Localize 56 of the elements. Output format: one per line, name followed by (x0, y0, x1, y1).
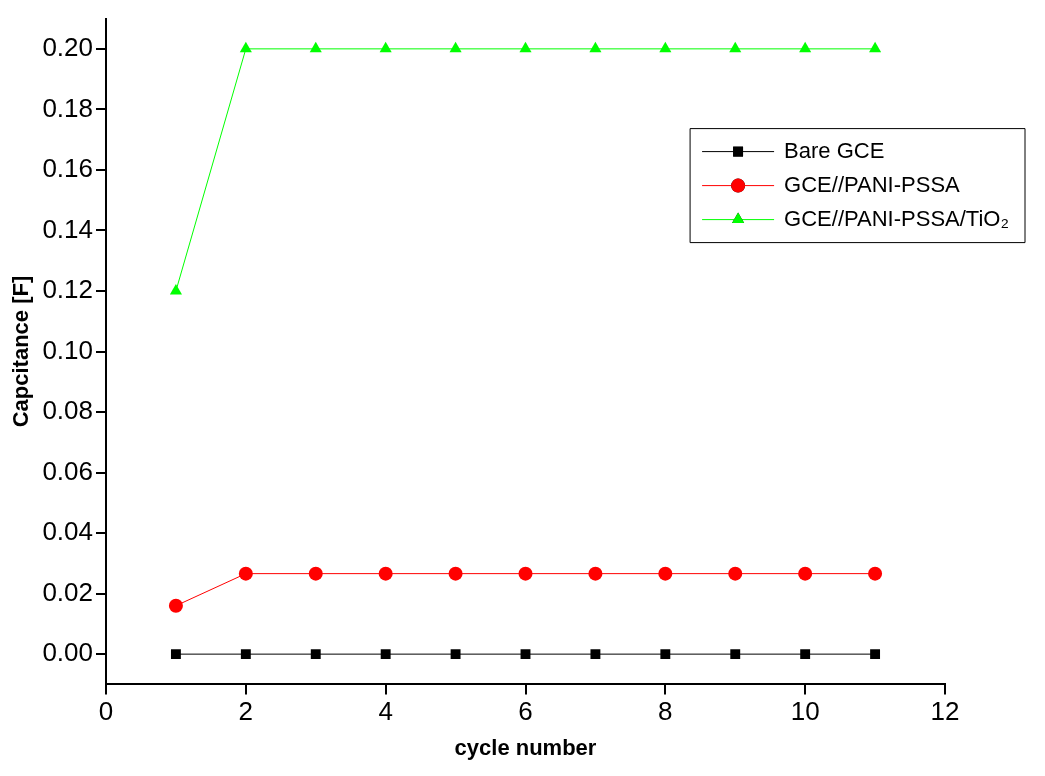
x-tick-label: 0 (98, 696, 114, 727)
legend-label: Bare GCE (784, 137, 885, 163)
point (239, 41, 252, 53)
point (309, 41, 322, 53)
y-tick-label: 0.04 (42, 516, 93, 547)
point (450, 649, 461, 660)
x-tick-label: 2 (238, 696, 254, 727)
x-tick-label: 8 (658, 696, 673, 727)
point (380, 649, 391, 660)
y-axis-title: Capcitance [F] (8, 275, 34, 428)
point (519, 41, 532, 53)
x-tick-label: 4 (378, 696, 393, 727)
point (799, 41, 812, 53)
point (310, 649, 321, 660)
point (869, 41, 882, 53)
y-tick-label: 0.18 (42, 92, 93, 123)
point (870, 649, 881, 660)
point (449, 41, 462, 53)
y-tick-label: 0.20 (42, 32, 93, 63)
point (730, 649, 741, 660)
point (238, 566, 253, 581)
point (240, 649, 251, 660)
y-tick-label: 0.10 (42, 334, 93, 365)
point (170, 649, 181, 660)
x-tick-label: 12 (930, 696, 960, 727)
point (658, 566, 673, 581)
x-axis-title: cycle number (454, 734, 597, 760)
point (590, 649, 601, 660)
y-tick-label: 0.14 (42, 213, 93, 244)
y-tick-label: 0.00 (42, 637, 93, 668)
point (798, 566, 813, 581)
point (379, 41, 392, 53)
point (518, 566, 533, 581)
y-tick-label: 0.06 (42, 455, 93, 486)
y-tick-label: 0.16 (42, 153, 93, 184)
point (868, 566, 883, 581)
point (729, 41, 742, 53)
point (378, 566, 393, 581)
point (168, 598, 183, 613)
x-tick-label: 6 (518, 696, 533, 727)
point (660, 649, 671, 660)
x-tick-label: 10 (790, 696, 820, 727)
legend-label: GCE//PANI-PSSA/TiO₂ (784, 205, 1010, 231)
y-tick-label: 0.02 (42, 576, 93, 607)
point (308, 566, 323, 581)
point (520, 649, 531, 660)
point (448, 566, 463, 581)
point (169, 283, 182, 295)
y-tick-label: 0.08 (42, 395, 93, 426)
point (588, 566, 603, 581)
point (659, 41, 672, 53)
point (800, 649, 811, 660)
y-tick-label: 0.12 (42, 274, 93, 305)
legend-label: GCE//PANI-PSSA (784, 171, 961, 197)
point (728, 566, 743, 581)
point (589, 41, 602, 53)
